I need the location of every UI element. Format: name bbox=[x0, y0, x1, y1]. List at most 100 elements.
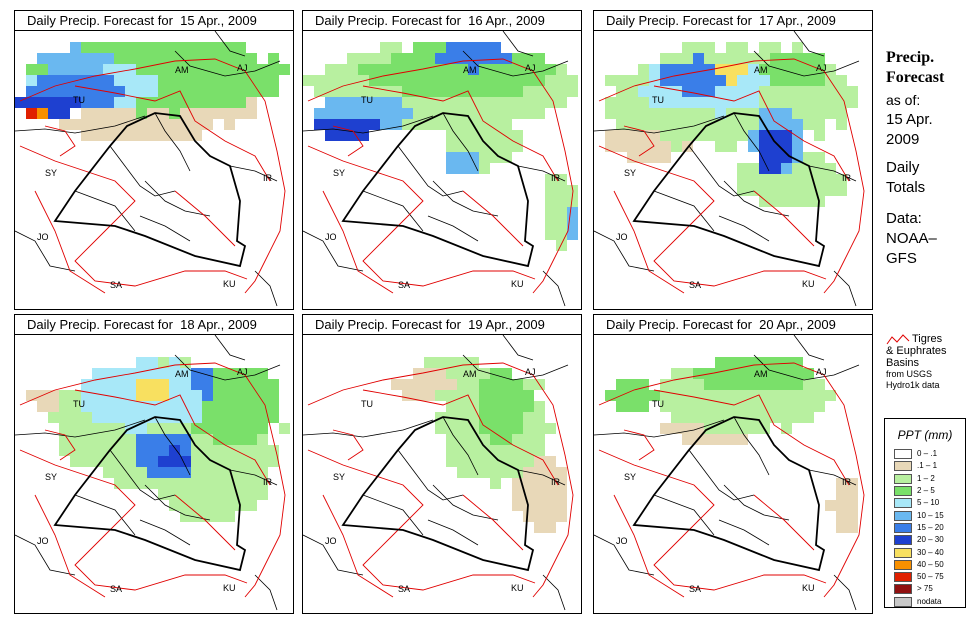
precip-cell bbox=[545, 207, 556, 218]
precip-cell bbox=[125, 130, 136, 141]
precip-cell bbox=[380, 53, 391, 64]
precip-cell bbox=[523, 445, 534, 456]
precip-cell bbox=[660, 141, 671, 152]
panel-title: Daily Precip. Forecast for 16 Apr., 2009 bbox=[303, 11, 581, 31]
country-border bbox=[632, 416, 826, 572]
precip-cell bbox=[545, 511, 556, 522]
map-panel-5: Daily Precip. Forecast for 19 Apr., 2009… bbox=[302, 314, 582, 614]
precip-cell bbox=[605, 97, 616, 108]
precip-cell bbox=[759, 379, 770, 390]
precip-cell bbox=[704, 75, 715, 86]
precip-cell bbox=[125, 434, 136, 445]
precip-cell bbox=[81, 64, 92, 75]
precip-cell bbox=[803, 152, 814, 163]
precip-cell bbox=[748, 390, 759, 401]
precip-cell bbox=[191, 53, 202, 64]
precip-cell bbox=[235, 97, 246, 108]
precip-cell bbox=[814, 119, 825, 130]
precip-cell bbox=[114, 64, 125, 75]
legend-label: 50 – 75 bbox=[917, 572, 944, 582]
precip-cell bbox=[792, 75, 803, 86]
precip-cell bbox=[490, 119, 501, 130]
precip-cell bbox=[770, 108, 781, 119]
basin-boundary bbox=[362, 85, 559, 182]
precip-cell bbox=[803, 119, 814, 130]
precip-cell bbox=[446, 97, 457, 108]
precip-cell bbox=[336, 108, 347, 119]
precip-cell bbox=[781, 401, 792, 412]
precip-cell bbox=[512, 53, 523, 64]
precip-map: AM AJ TU SY IR JO SA KU bbox=[594, 31, 865, 307]
precip-cell bbox=[693, 412, 704, 423]
precip-cell bbox=[490, 390, 501, 401]
precip-cell bbox=[235, 478, 246, 489]
country-label: KU bbox=[802, 583, 815, 593]
precip-cell bbox=[114, 379, 125, 390]
precip-cell bbox=[246, 368, 257, 379]
precip-cell bbox=[325, 64, 336, 75]
precip-cell bbox=[545, 500, 556, 511]
precip-cell bbox=[180, 434, 191, 445]
precip-cell bbox=[627, 108, 638, 119]
precip-cell bbox=[704, 108, 715, 119]
basins-line1: Tigres bbox=[912, 333, 943, 345]
precip-cell bbox=[814, 379, 825, 390]
precip-cell bbox=[191, 467, 202, 478]
precip-cell bbox=[147, 434, 158, 445]
precip-cell bbox=[391, 379, 402, 390]
precip-cell bbox=[103, 75, 114, 86]
admin-boundary bbox=[362, 190, 424, 232]
precip-cell bbox=[693, 401, 704, 412]
precip-cell bbox=[347, 108, 358, 119]
precip-cell bbox=[257, 489, 268, 500]
basin-boundary bbox=[362, 389, 559, 486]
precip-cell bbox=[479, 467, 490, 478]
precip-cell bbox=[693, 86, 704, 97]
precip-cell bbox=[169, 500, 180, 511]
country-label: SA bbox=[689, 280, 701, 290]
precip-cell bbox=[770, 163, 781, 174]
precip-cell bbox=[479, 456, 490, 467]
precip-cell bbox=[803, 75, 814, 86]
country-label: SY bbox=[624, 472, 636, 482]
precip-cell bbox=[660, 130, 671, 141]
precip-cell bbox=[147, 97, 158, 108]
precip-cell bbox=[257, 423, 268, 434]
precip-cell bbox=[59, 53, 70, 64]
precip-cell bbox=[457, 412, 468, 423]
precip-cell bbox=[682, 401, 693, 412]
precip-cell bbox=[638, 108, 649, 119]
precip-cell bbox=[347, 119, 358, 130]
precip-cell bbox=[671, 379, 682, 390]
precip-cell bbox=[567, 75, 578, 86]
legend-label: 40 – 50 bbox=[917, 559, 944, 569]
precip-cell bbox=[268, 86, 279, 97]
country-label: AJ bbox=[237, 63, 248, 73]
precip-cell bbox=[479, 141, 490, 152]
precip-cell bbox=[424, 97, 435, 108]
precip-cell bbox=[158, 467, 169, 478]
legend-swatch bbox=[894, 510, 912, 521]
country-border bbox=[53, 416, 247, 572]
precip-cell bbox=[246, 108, 257, 119]
precip-cell bbox=[792, 163, 803, 174]
precip-cell bbox=[556, 97, 567, 108]
precip-cell bbox=[814, 152, 825, 163]
precip-cell bbox=[268, 53, 279, 64]
precip-cell bbox=[125, 456, 136, 467]
precip-cell bbox=[213, 445, 224, 456]
precip-cell bbox=[37, 108, 48, 119]
precip-cell bbox=[158, 456, 169, 467]
admin-boundary bbox=[139, 215, 191, 242]
precip-cell bbox=[435, 368, 446, 379]
precip-cell bbox=[638, 152, 649, 163]
precip-cell bbox=[380, 108, 391, 119]
precip-cell bbox=[125, 53, 136, 64]
admin-boundary bbox=[144, 484, 211, 521]
precip-cell bbox=[191, 390, 202, 401]
precip-cell bbox=[726, 368, 737, 379]
admin-boundary bbox=[718, 215, 770, 242]
precip-cell bbox=[534, 434, 545, 445]
precip-cell bbox=[737, 97, 748, 108]
legend-label: 2 – 5 bbox=[917, 486, 935, 496]
